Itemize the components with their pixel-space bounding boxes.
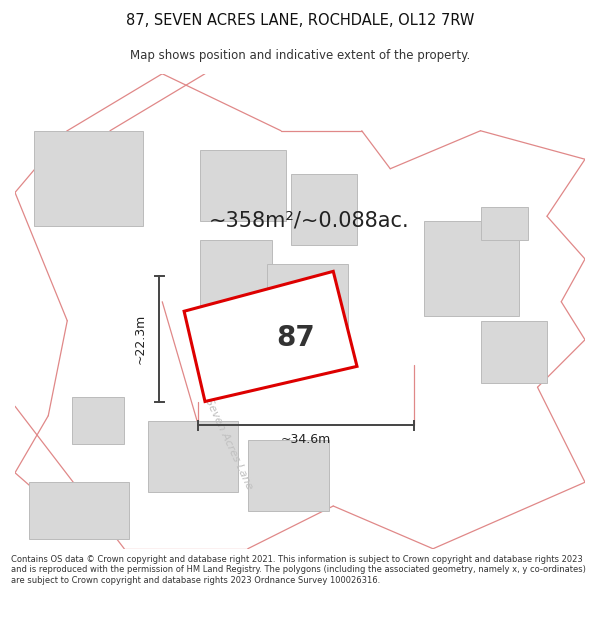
Polygon shape — [290, 174, 357, 245]
Polygon shape — [72, 397, 124, 444]
Polygon shape — [424, 221, 518, 316]
Polygon shape — [184, 271, 357, 401]
Text: 87: 87 — [276, 324, 314, 352]
Text: Seven Acres Lane: Seven Acres Lane — [203, 397, 254, 491]
Text: Contains OS data © Crown copyright and database right 2021. This information is : Contains OS data © Crown copyright and d… — [11, 555, 586, 584]
Text: Map shows position and indicative extent of the property.: Map shows position and indicative extent… — [130, 49, 470, 62]
Polygon shape — [200, 240, 271, 340]
Polygon shape — [148, 421, 238, 492]
Text: ~34.6m: ~34.6m — [281, 433, 331, 446]
Polygon shape — [34, 131, 143, 226]
Text: ~22.3m: ~22.3m — [134, 314, 147, 364]
Polygon shape — [200, 150, 286, 221]
Polygon shape — [248, 439, 329, 511]
Polygon shape — [267, 264, 347, 359]
Polygon shape — [481, 321, 547, 382]
Text: ~358m²/~0.088ac.: ~358m²/~0.088ac. — [209, 211, 410, 231]
Polygon shape — [29, 482, 129, 539]
Text: 87, SEVEN ACRES LANE, ROCHDALE, OL12 7RW: 87, SEVEN ACRES LANE, ROCHDALE, OL12 7RW — [126, 13, 474, 28]
Polygon shape — [481, 207, 528, 240]
